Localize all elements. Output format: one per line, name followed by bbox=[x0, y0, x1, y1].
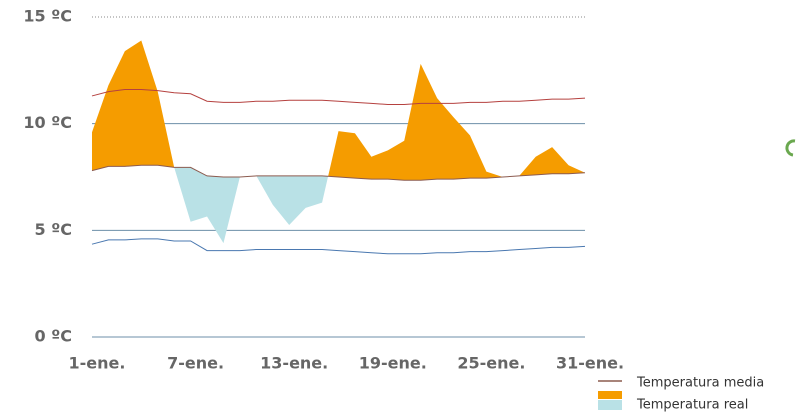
legend-label: Temperatura media bbox=[636, 376, 764, 391]
x-tick-label: 25-ene. bbox=[457, 354, 525, 373]
legend-swatch bbox=[598, 400, 622, 410]
y-tick-label: 0 ºC bbox=[35, 327, 72, 346]
y-tick-label: 5 ºC bbox=[35, 220, 72, 239]
area-below bbox=[92, 165, 585, 244]
x-tick-label: 19-ene. bbox=[359, 354, 427, 373]
legend-label: Temperatura real bbox=[636, 398, 748, 413]
x-tick-label: 1-ene. bbox=[69, 354, 126, 373]
spinner bbox=[785, 139, 796, 157]
line bbox=[91, 164, 586, 181]
line bbox=[91, 89, 586, 105]
y-tick-label: 10 ºC bbox=[23, 113, 72, 132]
x-tick-label: 7-ene. bbox=[167, 354, 224, 373]
x-tick-label: 13-ene. bbox=[260, 354, 328, 373]
legend-swatch bbox=[598, 391, 622, 399]
area-above bbox=[92, 40, 585, 181]
x-tick-label: 31-ene. bbox=[556, 354, 624, 373]
line bbox=[91, 238, 586, 255]
y-tick-label: 15 ºC bbox=[23, 7, 72, 26]
